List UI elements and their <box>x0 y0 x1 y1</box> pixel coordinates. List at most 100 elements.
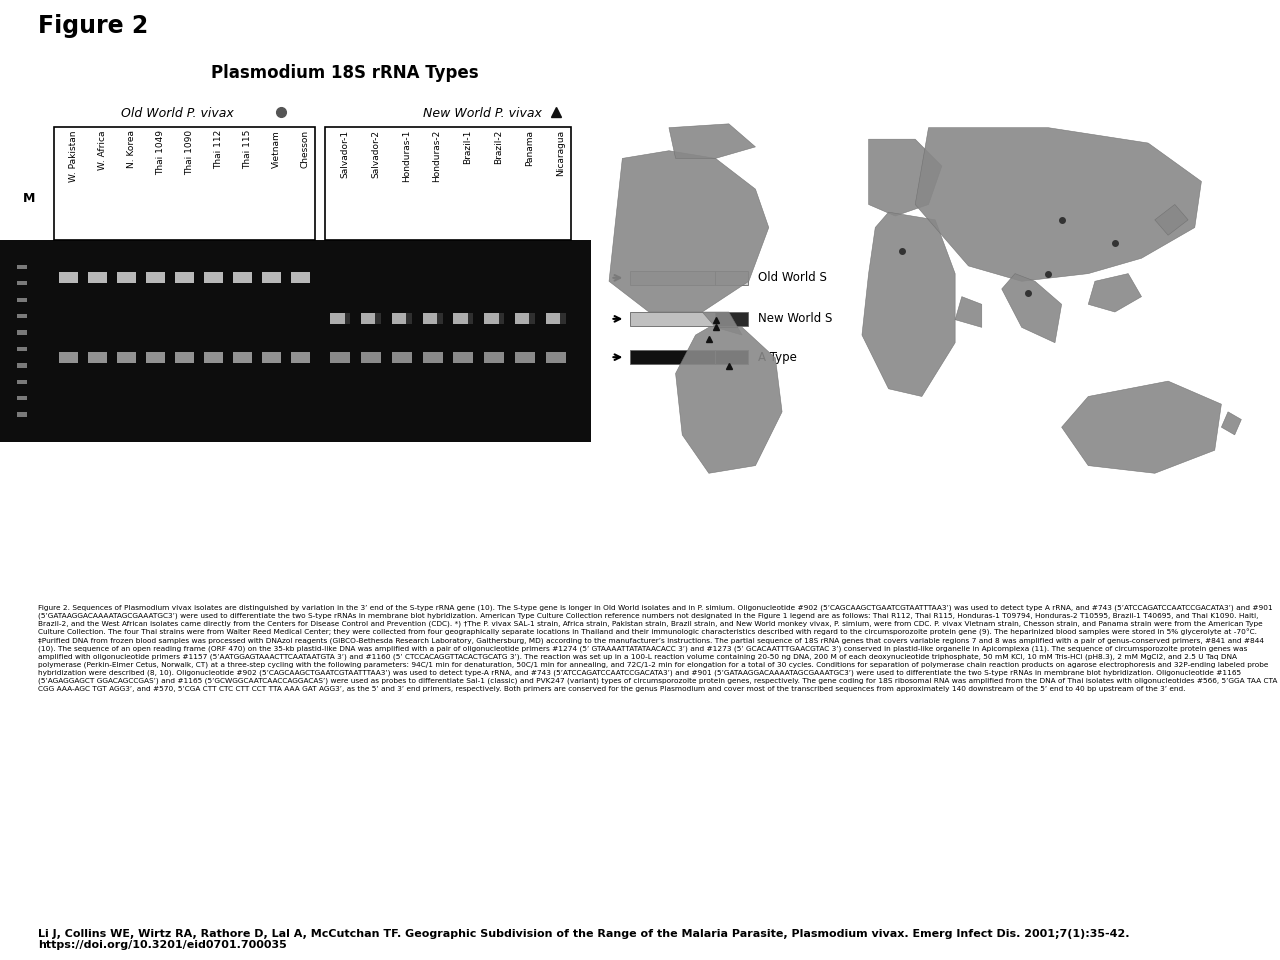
Bar <box>422 351 443 363</box>
Polygon shape <box>1061 381 1221 473</box>
Bar <box>54 128 315 239</box>
Bar <box>716 271 749 285</box>
Bar <box>561 313 566 324</box>
Bar <box>630 312 716 325</box>
Polygon shape <box>915 128 1202 281</box>
Text: Honduras-1: Honduras-1 <box>402 130 411 182</box>
Polygon shape <box>676 327 782 473</box>
Text: Brazil-1: Brazil-1 <box>463 130 472 164</box>
Bar <box>422 313 436 324</box>
Bar <box>484 351 504 363</box>
Text: New World P. vivax: New World P. vivax <box>424 108 543 120</box>
Bar <box>330 313 344 324</box>
Bar <box>118 351 136 363</box>
Text: Vietnam: Vietnam <box>271 130 280 168</box>
Bar <box>325 128 571 239</box>
Bar <box>436 313 443 324</box>
Bar <box>630 350 716 364</box>
Polygon shape <box>1221 412 1242 435</box>
Text: Honduras-2: Honduras-2 <box>433 130 442 182</box>
Bar <box>716 350 749 364</box>
Bar <box>17 363 27 368</box>
Text: Figure 2. Sequences of Plasmodium vivax isolates are distinguished by variation : Figure 2. Sequences of Plasmodium vivax … <box>38 605 1277 692</box>
Bar <box>498 313 504 324</box>
Text: Panama: Panama <box>525 130 534 166</box>
Text: Old World P. vivax: Old World P. vivax <box>120 108 234 120</box>
Bar <box>484 313 498 324</box>
Bar <box>205 351 223 363</box>
Bar <box>291 273 310 283</box>
Text: A Type: A Type <box>758 350 797 364</box>
Text: N. Korea: N. Korea <box>127 130 136 168</box>
Bar <box>344 313 351 324</box>
Polygon shape <box>955 297 982 327</box>
Text: Thai 115: Thai 115 <box>243 130 252 170</box>
Bar <box>205 273 223 283</box>
Polygon shape <box>669 124 755 158</box>
Bar <box>361 351 381 363</box>
Polygon shape <box>609 151 769 312</box>
Bar <box>233 273 252 283</box>
Bar <box>630 271 716 285</box>
Bar <box>545 351 566 363</box>
Text: Salvador-1: Salvador-1 <box>340 130 349 179</box>
Bar <box>392 351 412 363</box>
Bar <box>375 313 381 324</box>
Bar <box>406 313 412 324</box>
Bar <box>59 273 78 283</box>
Bar <box>453 313 467 324</box>
Bar <box>88 273 108 283</box>
Bar <box>146 273 165 283</box>
Bar <box>17 298 27 301</box>
Bar <box>262 273 282 283</box>
Bar <box>17 347 27 351</box>
Polygon shape <box>1155 204 1188 235</box>
Bar <box>392 313 406 324</box>
Bar <box>17 379 27 384</box>
Bar <box>545 313 561 324</box>
Text: Nicaragua: Nicaragua <box>556 130 564 177</box>
Text: Li J, Collins WE, Wirtz RA, Rathore D, Lal A, McCutchan TF. Geographic Subdivisi: Li J, Collins WE, Wirtz RA, Rathore D, L… <box>38 929 1130 950</box>
Bar <box>118 273 136 283</box>
Polygon shape <box>861 212 955 396</box>
Bar <box>88 351 108 363</box>
Bar <box>330 351 351 363</box>
Bar <box>175 273 195 283</box>
Text: New World S: New World S <box>758 312 832 325</box>
Bar <box>175 351 195 363</box>
Bar <box>146 351 165 363</box>
Text: Plasmodium 18S rRNA Types: Plasmodium 18S rRNA Types <box>211 64 479 83</box>
Polygon shape <box>869 139 942 216</box>
Text: Salvador-2: Salvador-2 <box>371 130 380 178</box>
Bar <box>17 265 27 269</box>
Text: Thai 112: Thai 112 <box>214 130 223 169</box>
Bar <box>515 313 530 324</box>
Bar <box>515 351 535 363</box>
Polygon shape <box>703 312 742 335</box>
Bar <box>716 312 749 325</box>
Text: Old World S: Old World S <box>758 272 827 284</box>
Bar <box>17 281 27 285</box>
Bar <box>59 351 78 363</box>
Bar <box>17 396 27 400</box>
Text: Brazil-2: Brazil-2 <box>494 130 503 164</box>
Bar <box>530 313 535 324</box>
Bar <box>0 239 591 442</box>
Bar <box>262 351 282 363</box>
Bar <box>291 351 310 363</box>
Text: W. Africa: W. Africa <box>97 130 106 170</box>
Bar <box>17 413 27 417</box>
Text: Thai 1049: Thai 1049 <box>156 130 165 175</box>
Bar <box>233 351 252 363</box>
Bar <box>453 351 474 363</box>
Bar <box>17 330 27 335</box>
Text: M: M <box>23 192 36 205</box>
Text: Thai 1090: Thai 1090 <box>184 130 193 176</box>
Bar <box>17 314 27 319</box>
Polygon shape <box>1002 274 1061 343</box>
Text: Figure 2: Figure 2 <box>38 14 148 38</box>
Polygon shape <box>1088 274 1142 312</box>
Bar <box>467 313 474 324</box>
Text: Chesson: Chesson <box>301 130 310 168</box>
Bar <box>361 313 375 324</box>
